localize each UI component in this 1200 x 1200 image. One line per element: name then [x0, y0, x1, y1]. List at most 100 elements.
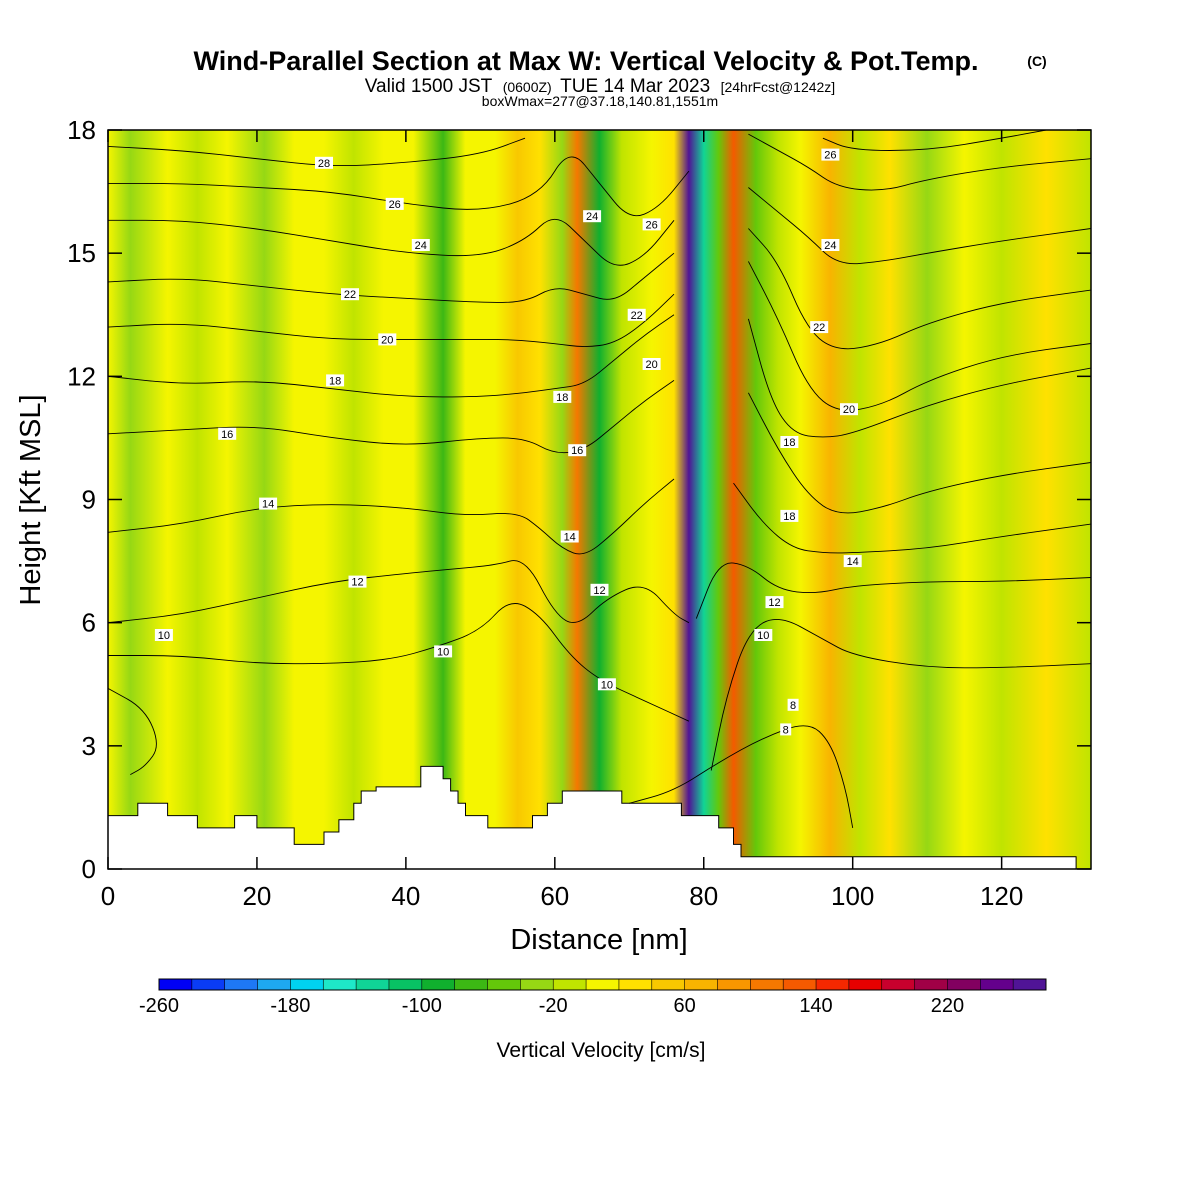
contour-label-bg	[378, 333, 397, 346]
contour-label-bg	[326, 374, 345, 387]
contour-label-bg	[780, 509, 799, 522]
isentrope-16	[748, 392, 1091, 514]
colorbar-tick-label: -180	[270, 995, 310, 1017]
contour-label: 20	[843, 404, 855, 416]
contour-label: 18	[783, 437, 795, 449]
colorbar-tick-label: -100	[402, 995, 442, 1017]
isentrope-28	[108, 137, 526, 167]
valid-time-jst: Valid 1500 JST	[365, 76, 493, 97]
isentrope-16	[108, 380, 675, 454]
colorbar: -260 -180 -100 -20 60 140 220	[139, 978, 1047, 1017]
contour-label: 14	[564, 532, 576, 544]
contour-label-bg	[560, 530, 579, 543]
y-tick-label: 9	[82, 485, 96, 515]
isentrope-28	[822, 130, 1047, 151]
contour-label-bg	[787, 698, 799, 711]
contour-label-bg	[259, 497, 278, 510]
contour-label: 20	[645, 359, 657, 371]
contour-label-bg	[411, 239, 430, 251]
contour-label: 18	[329, 375, 341, 387]
contour-label-bg	[780, 436, 799, 448]
contour-label: 24	[586, 211, 598, 223]
x-tick-label: 20	[242, 881, 271, 911]
colorbar-swatch	[586, 979, 620, 990]
colorbar-swatch	[191, 979, 225, 990]
colorbar-swatch	[159, 979, 193, 990]
terrain-layer	[108, 765, 1091, 869]
contour-label: 16	[571, 445, 583, 457]
box-wmax-info: boxWmax=277@37.18,140.81,1551m	[482, 93, 718, 109]
isentrope-26	[108, 156, 690, 217]
colorbar-swatch	[914, 979, 948, 990]
contour-label-bg	[810, 321, 829, 334]
valid-line: Valid 1500 JST (0600Z) TUE 14 Mar 2023 […	[365, 76, 835, 97]
colorbar-swatch	[881, 979, 915, 990]
colorbar-swatch	[783, 979, 817, 990]
contour-label: 12	[593, 585, 605, 597]
contour-label-bg	[843, 555, 862, 568]
y-tick-label: 18	[67, 115, 96, 145]
terrain-profile	[108, 765, 1091, 869]
contour-label-bg	[583, 210, 602, 223]
colorbar-frame	[158, 978, 1047, 991]
contour-label-bg	[627, 308, 646, 321]
colorbar-swatch	[816, 979, 850, 990]
y-tick-label: 12	[67, 361, 96, 391]
contour-label: 8	[790, 700, 796, 712]
contour-label-bg	[568, 444, 587, 457]
forecast-info: [24hrFcst@1242z]	[721, 79, 836, 95]
contour-label: 16	[221, 429, 233, 441]
colorbar-swatch	[454, 979, 488, 990]
isentrope-18	[108, 314, 675, 398]
axes: 0 20 40 60 80 100 120 0 3 6 9 12 15 18	[67, 115, 1091, 911]
colorbar-swatch	[750, 979, 784, 990]
valid-time-utc: (0600Z)	[503, 79, 552, 95]
isentrope-14	[108, 478, 675, 555]
isentrope-10	[108, 603, 690, 722]
y-axis-label: Height [Kft MSL]	[15, 394, 47, 605]
contour-label-bg	[642, 218, 661, 231]
colorbar-swatch	[421, 979, 455, 990]
x-tick-label: 60	[540, 881, 569, 911]
colorbar-swatch	[980, 979, 1014, 990]
contour-label: 26	[389, 199, 401, 211]
isentrope-12	[108, 560, 690, 624]
colorbar-swatch	[487, 979, 521, 990]
colorbar-swatch	[553, 979, 587, 990]
contour-label-bg	[385, 197, 404, 210]
contour-label-bg	[780, 723, 792, 736]
x-tick-label: 100	[831, 881, 874, 911]
contour-label-bg	[154, 629, 173, 641]
contour-label: 10	[158, 630, 170, 642]
colorbar-swatch	[1013, 979, 1047, 990]
contour-label: 10	[437, 646, 449, 658]
contour-label-bg	[434, 645, 453, 658]
contour-label-bg	[315, 156, 333, 169]
y-tick-label: 3	[82, 731, 96, 761]
copyright-mark: (C)	[1027, 53, 1046, 69]
contour-label-bg	[642, 358, 661, 370]
colorbar-swatch	[388, 979, 423, 990]
contour-label-layer: 28 26 24 22 20 18 16 14 12 10 10 24 26 22 20 18 16 14 12 10…	[154, 148, 862, 736]
contour-label-bg	[341, 288, 359, 301]
isentrope-layer	[108, 130, 1091, 828]
contour-label: 12	[768, 597, 780, 609]
contour-label-bg	[840, 403, 858, 416]
colorbar-tick-label: 220	[931, 995, 964, 1017]
colorbar-swatch	[947, 979, 981, 990]
colorbar-swatch	[520, 979, 554, 990]
contour-label: 14	[262, 499, 274, 511]
colorbar-swatch	[290, 979, 324, 990]
x-axis-label: Distance [nm]	[510, 924, 687, 956]
contour-label: 14	[847, 556, 859, 568]
contour-label: 20	[381, 334, 393, 346]
colorbar-swatch	[323, 979, 357, 990]
contour-label-bg	[348, 575, 367, 588]
contour-label: 10	[757, 630, 769, 642]
x-tick-label: 80	[689, 881, 718, 911]
contour-label: 24	[824, 240, 836, 252]
contour-label-bg	[765, 596, 784, 609]
contour-label: 22	[631, 310, 643, 322]
isentrope-10	[710, 618, 1091, 771]
